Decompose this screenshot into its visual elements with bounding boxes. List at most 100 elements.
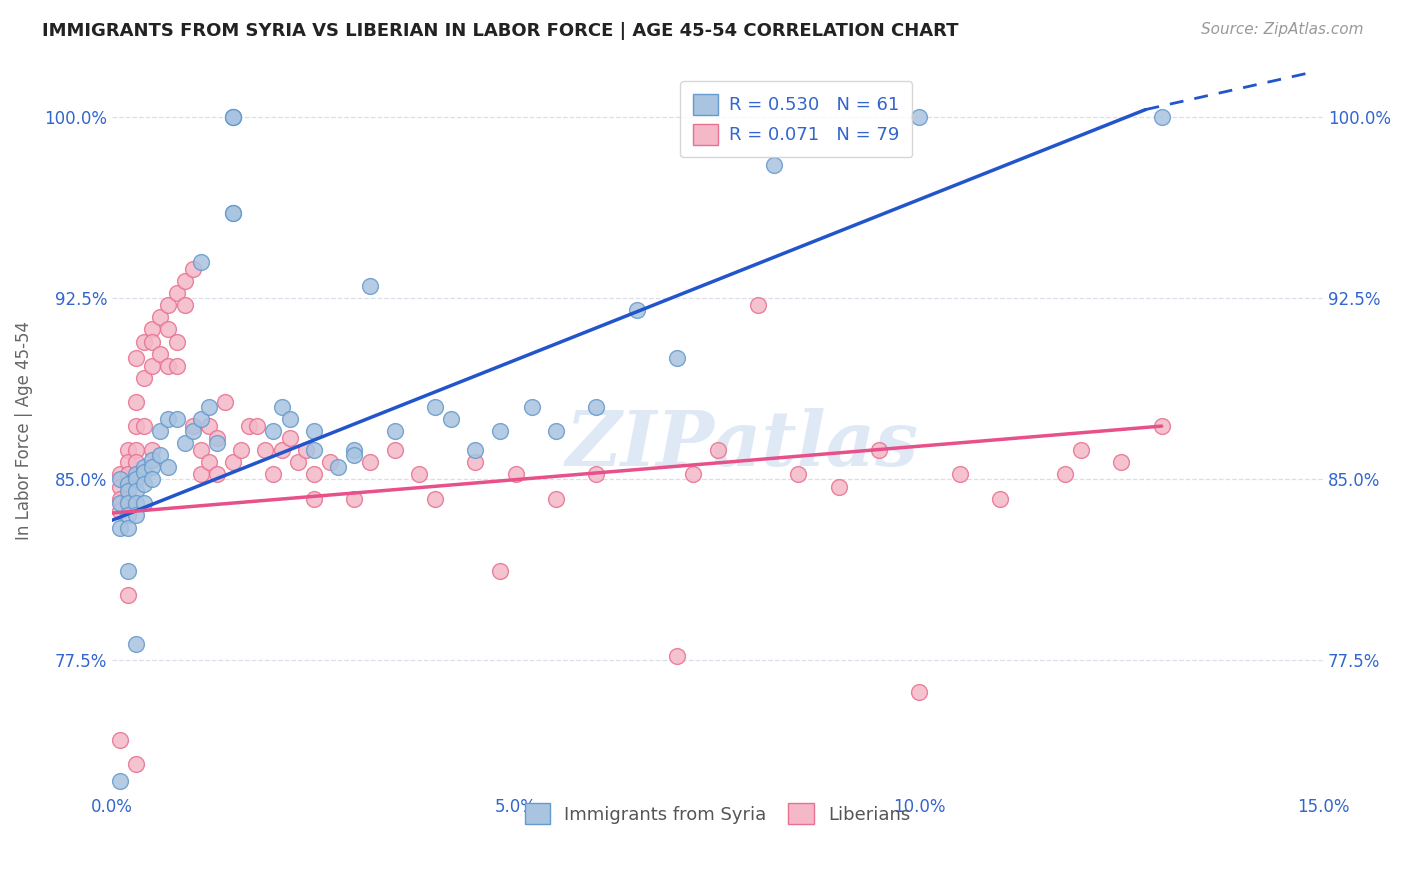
Point [827,479,849,493]
Point [747,298,769,312]
Point [666,351,689,366]
Point [117,588,139,602]
Point [108,491,131,506]
Point [134,460,156,475]
Point [302,491,325,506]
Point [908,110,931,124]
Point [343,448,366,462]
Point [141,460,163,475]
Point [157,359,180,373]
Point [343,443,366,458]
Point [488,424,510,438]
Point [246,419,269,434]
Point [988,491,1011,506]
Point [254,443,277,458]
Point [108,520,131,534]
Point [125,508,148,523]
Point [157,322,180,336]
Point [190,443,212,458]
Point [238,419,260,434]
Point [190,467,212,482]
Point [190,412,212,426]
Point [149,310,172,325]
Point [270,443,292,458]
Point [222,455,245,469]
Point [198,419,221,434]
Point [157,460,180,475]
Text: ZIPatlas: ZIPatlas [565,409,918,483]
Point [125,455,148,469]
Point [464,455,486,469]
Point [302,443,325,458]
Point [141,472,163,486]
Point [544,491,567,506]
Point [134,496,156,510]
Point [262,424,284,438]
Point [908,685,931,699]
Point [125,636,148,650]
Point [222,110,245,124]
Point [585,400,607,414]
Point [520,400,543,414]
Point [134,465,156,479]
Point [125,395,148,409]
Point [173,298,195,312]
Point [440,412,463,426]
Point [464,443,486,458]
Point [343,491,366,506]
Point [949,467,972,482]
Point [868,443,890,458]
Point [117,491,139,506]
Point [134,419,156,434]
Point [270,400,292,414]
Point [1150,110,1173,124]
Point [125,419,148,434]
Point [108,496,131,510]
Point [544,424,567,438]
Point [682,467,704,482]
Point [1109,455,1132,469]
Point [149,448,172,462]
Point [117,508,139,523]
Point [166,334,188,349]
Point [125,467,148,482]
Point [205,436,228,450]
Point [505,467,527,482]
Point [108,733,131,747]
Point [1070,443,1092,458]
Point [205,431,228,445]
Point [190,255,212,269]
Point [302,467,325,482]
Point [384,424,406,438]
Text: IMMIGRANTS FROM SYRIA VS LIBERIAN IN LABOR FORCE | AGE 45-54 CORRELATION CHART: IMMIGRANTS FROM SYRIA VS LIBERIAN IN LAB… [42,22,959,40]
Point [294,443,316,458]
Legend: Immigrants from Syria, Liberians: Immigrants from Syria, Liberians [515,792,921,835]
Point [157,412,180,426]
Point [763,158,786,172]
Point [222,110,245,124]
Point [302,424,325,438]
Point [222,110,245,124]
Point [359,279,381,293]
Point [141,322,163,336]
Point [278,431,301,445]
Point [181,424,204,438]
Point [108,774,131,789]
Point [117,467,139,482]
Point [117,455,139,469]
Point [359,455,381,469]
Point [231,443,253,458]
Point [319,455,342,469]
Point [166,286,188,301]
Point [166,359,188,373]
Point [423,491,446,506]
Point [108,467,131,482]
Point [108,472,131,486]
Point [198,400,221,414]
Point [222,206,245,220]
Point [1053,467,1076,482]
Point [134,334,156,349]
Point [149,424,172,438]
Point [1150,419,1173,434]
Point [488,564,510,578]
